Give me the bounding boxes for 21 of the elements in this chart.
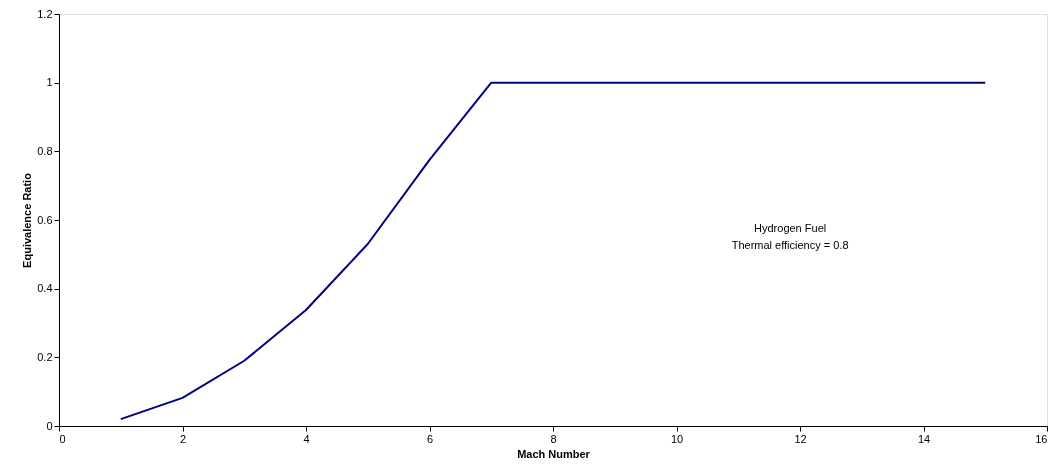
y-tick-label: 0.6 [37,213,53,226]
x-tick-label: 16 [1035,432,1048,445]
x-tick-label: 2 [179,432,187,445]
annotation: Thermal efficiency = 0.8 [731,238,849,251]
y-tick-label: 0.2 [37,350,53,363]
x-tick-label: 4 [303,432,310,445]
x-tick-label: 6 [426,432,434,445]
y-tick-label: 0.4 [37,282,53,295]
y-tick-label: 0.8 [37,144,53,157]
y-axis-title: Equivalence Ratio [21,172,34,268]
x-tick-label: 8 [550,432,557,445]
x-tick-label: 10 [670,432,684,445]
x-tick-label: 14 [917,432,931,445]
line-series [119,81,987,421]
x-tick-label: 0 [59,432,66,445]
x-axis-title: Mach Number [517,447,591,460]
y-tick-label: 0 [46,419,53,432]
y-tick-label: 1.2 [37,7,53,20]
annotation: Hydrogen Fuel [754,221,827,234]
y-tick-label: 1 [46,76,53,89]
x-tick-label: 12 [794,432,807,445]
